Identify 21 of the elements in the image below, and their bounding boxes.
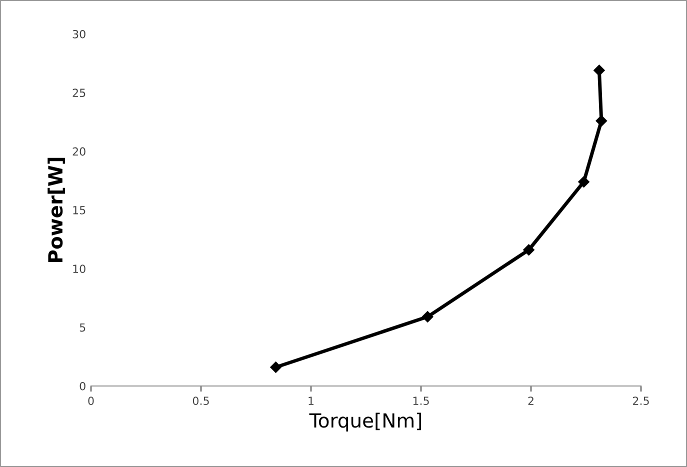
point xyxy=(523,244,534,256)
y-tick-label: 5 xyxy=(80,323,86,332)
y-tick-label: 25 xyxy=(72,88,86,98)
y-axis-title: Power[W] xyxy=(48,158,65,262)
point xyxy=(594,64,605,76)
x-tick-label: 0 xyxy=(88,396,94,406)
x-tick-label: 1 xyxy=(308,396,314,405)
y-tick-label: 15 xyxy=(73,206,86,214)
y-tick-label: 10 xyxy=(73,264,86,274)
y-tick-label: 20 xyxy=(72,147,86,156)
point xyxy=(596,115,608,126)
x-tick-label: 1.5 xyxy=(413,396,429,406)
y-tick-label: 0 xyxy=(80,382,86,390)
y-tick-label: 30 xyxy=(72,30,86,38)
x-tick-label: 0.5 xyxy=(192,396,209,406)
x-tick-label: 2.5 xyxy=(632,396,649,406)
x-tick-label: 2 xyxy=(528,396,534,405)
point xyxy=(270,362,282,373)
point xyxy=(422,311,434,322)
x-axis-title: Torque[Nm] xyxy=(309,412,422,432)
point xyxy=(578,176,590,188)
